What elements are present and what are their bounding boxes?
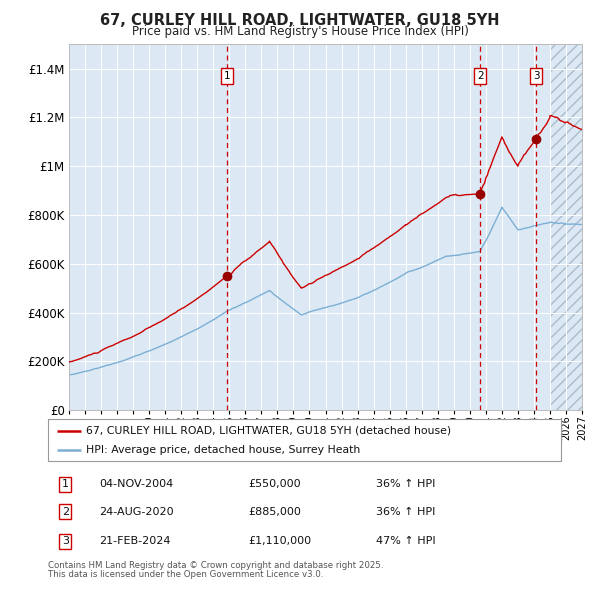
Text: 1: 1 [223,71,230,81]
Text: 36% ↑ HPI: 36% ↑ HPI [376,480,436,489]
Text: 47% ↑ HPI: 47% ↑ HPI [376,536,436,546]
Text: 21-FEB-2024: 21-FEB-2024 [100,536,171,546]
Text: Contains HM Land Registry data © Crown copyright and database right 2025.: Contains HM Land Registry data © Crown c… [48,560,383,569]
Bar [550,44,582,410]
Text: 04-NOV-2004: 04-NOV-2004 [100,480,173,489]
Text: 67, CURLEY HILL ROAD, LIGHTWATER, GU18 5YH (detached house): 67, CURLEY HILL ROAD, LIGHTWATER, GU18 5… [86,426,452,436]
Text: 36% ↑ HPI: 36% ↑ HPI [376,507,436,517]
Text: 67, CURLEY HILL ROAD, LIGHTWATER, GU18 5YH: 67, CURLEY HILL ROAD, LIGHTWATER, GU18 5… [100,13,500,28]
Text: HPI: Average price, detached house, Surrey Heath: HPI: Average price, detached house, Surr… [86,445,361,455]
Text: 1: 1 [62,480,69,489]
Text: 2: 2 [477,71,484,81]
FancyBboxPatch shape [48,419,561,461]
Text: 3: 3 [62,536,69,546]
Text: 3: 3 [533,71,539,81]
Text: 24-AUG-2020: 24-AUG-2020 [100,507,174,517]
Text: 2: 2 [62,507,69,517]
Text: This data is licensed under the Open Government Licence v3.0.: This data is licensed under the Open Gov… [48,570,323,579]
Text: £885,000: £885,000 [248,507,301,517]
Text: £550,000: £550,000 [248,480,301,489]
Text: £1,110,000: £1,110,000 [248,536,311,546]
Text: Price paid vs. HM Land Registry's House Price Index (HPI): Price paid vs. HM Land Registry's House … [131,25,469,38]
